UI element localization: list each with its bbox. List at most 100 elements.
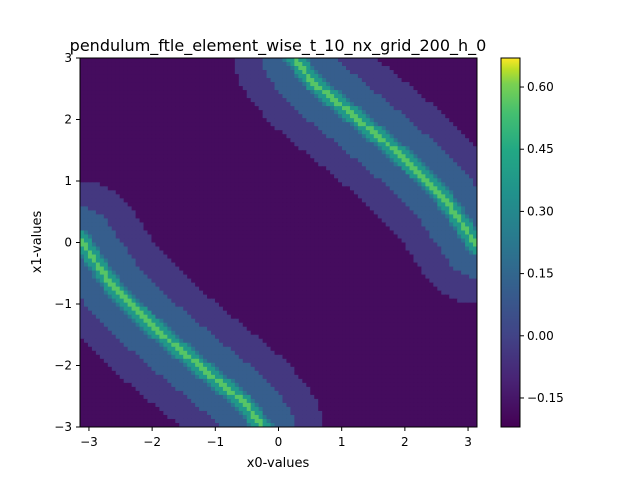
- heatmap-cell: [385, 106, 391, 111]
- heatmap-cell: [127, 154, 133, 159]
- heatmap-cell: [338, 118, 343, 123]
- heatmap-cell: [282, 154, 288, 159]
- heatmap-cell: [103, 210, 109, 216]
- heatmap-cell: [318, 66, 323, 71]
- heatmap-cell: [171, 174, 176, 179]
- heatmap-cell: [159, 158, 164, 163]
- heatmap-cell: [234, 222, 240, 228]
- heatmap-cell: [369, 178, 375, 183]
- heatmap-cell: [191, 226, 196, 232]
- heatmap-cell: [322, 210, 327, 216]
- heatmap-cell: [353, 130, 359, 135]
- heatmap-cell: [127, 226, 133, 232]
- heatmap-cell: [119, 110, 125, 115]
- heatmap-cell: [107, 58, 113, 63]
- heatmap-cell: [139, 66, 145, 71]
- heatmap-cell: [298, 70, 303, 75]
- heatmap-cell: [373, 146, 379, 151]
- heatmap-cell: [433, 182, 438, 187]
- heatmap-cell: [135, 246, 141, 252]
- heatmap-cell: [195, 182, 200, 187]
- heatmap-cell: [421, 186, 426, 191]
- heatmap-cell: [183, 254, 188, 260]
- heatmap-cell: [461, 142, 466, 147]
- heatmap-cell: [409, 194, 415, 199]
- heatmap-cell: [250, 238, 256, 244]
- heatmap-cell: [413, 118, 419, 123]
- heatmap-cell: [103, 202, 109, 207]
- heatmap-cell: [357, 250, 363, 256]
- heatmap-cell: [298, 74, 303, 79]
- heatmap-cell: [262, 210, 268, 216]
- heatmap-cell: [123, 102, 129, 107]
- heatmap-cell: [461, 158, 466, 163]
- heatmap-cell: [441, 150, 446, 155]
- heatmap-cell: [314, 86, 319, 91]
- heatmap-cell: [250, 210, 256, 216]
- heatmap-cell: [107, 146, 113, 151]
- heatmap-cell: [326, 166, 331, 171]
- heatmap-cell: [290, 254, 295, 260]
- heatmap-cell: [99, 226, 105, 232]
- heatmap-cell: [214, 194, 220, 199]
- heatmap-cell: [461, 202, 466, 207]
- heatmap-cell: [183, 58, 188, 63]
- heatmap-cell: [306, 254, 311, 260]
- heatmap-cell: [262, 126, 268, 131]
- heatmap-cell: [99, 246, 105, 252]
- heatmap-cell: [314, 142, 319, 147]
- heatmap-cell: [83, 70, 89, 75]
- heatmap-cell: [330, 138, 335, 143]
- heatmap-cell: [171, 222, 176, 228]
- heatmap-cell: [115, 122, 121, 127]
- heatmap-cell: [278, 150, 284, 155]
- heatmap-cell: [437, 166, 442, 171]
- heatmap-cell: [242, 234, 248, 240]
- heatmap-cell: [95, 206, 101, 212]
- heatmap-cell: [361, 182, 367, 187]
- heatmap-cell: [401, 82, 407, 87]
- heatmap-cell: [127, 158, 133, 163]
- heatmap-cell: [369, 230, 375, 236]
- heatmap-cell: [242, 134, 248, 139]
- heatmap-cell: [357, 146, 363, 151]
- heatmap-cell: [151, 202, 157, 207]
- heatmap-cell: [87, 174, 93, 179]
- heatmap-cell: [167, 226, 172, 232]
- heatmap-cell: [163, 110, 168, 115]
- heatmap-cell: [357, 58, 363, 63]
- heatmap-cell: [262, 194, 268, 199]
- heatmap-cell: [135, 146, 141, 151]
- heatmap-cell: [429, 122, 434, 127]
- heatmap-cell: [234, 150, 240, 155]
- heatmap-cell: [373, 130, 379, 135]
- heatmap-cell: [377, 82, 383, 87]
- heatmap-cell: [147, 194, 153, 199]
- heatmap-cell: [449, 210, 454, 216]
- heatmap-cell: [361, 222, 367, 228]
- heatmap-cell: [469, 242, 474, 248]
- heatmap-cell: [183, 62, 188, 67]
- heatmap-cell: [159, 150, 164, 155]
- heatmap-cell: [211, 110, 216, 115]
- heatmap-cell: [214, 254, 220, 260]
- heatmap-cell: [115, 234, 121, 240]
- heatmap-cell: [199, 218, 204, 224]
- heatmap-cell: [397, 170, 403, 175]
- heatmap-cell: [246, 86, 252, 91]
- heatmap-cell: [409, 58, 415, 63]
- heatmap-cell: [401, 158, 407, 163]
- heatmap-cell: [230, 98, 236, 103]
- heatmap-cell: [322, 226, 327, 232]
- heatmap-cell: [445, 238, 450, 244]
- heatmap-cell: [465, 226, 470, 232]
- heatmap-cell: [302, 194, 307, 199]
- heatmap-cell: [290, 206, 295, 212]
- heatmap-cell: [258, 118, 264, 123]
- heatmap-cell: [353, 62, 359, 67]
- heatmap-cell: [445, 62, 450, 67]
- heatmap-cell: [262, 230, 268, 236]
- heatmap-cell: [449, 174, 454, 179]
- heatmap-cell: [433, 170, 438, 175]
- heatmap-cell: [345, 222, 351, 228]
